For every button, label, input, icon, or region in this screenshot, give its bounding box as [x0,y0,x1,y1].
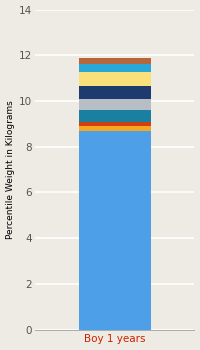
Bar [79,121,151,126]
Bar [79,126,151,131]
Bar [79,86,151,99]
Y-axis label: Percentile Weight in Kilograms: Percentile Weight in Kilograms [6,100,15,239]
Bar [79,57,151,64]
Bar [79,110,151,121]
Bar [79,72,151,86]
Bar [79,131,151,330]
Bar [79,64,151,72]
Bar [79,99,151,110]
